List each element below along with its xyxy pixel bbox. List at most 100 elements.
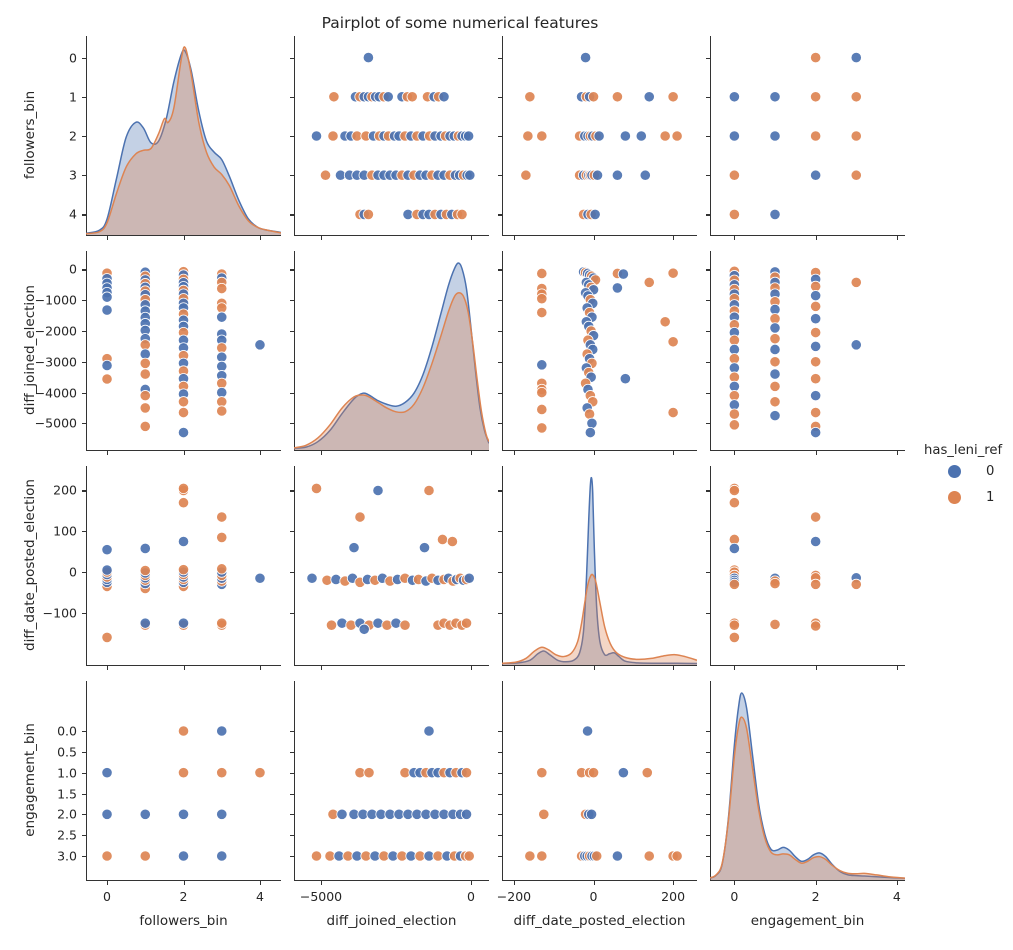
scatter-point (635, 130, 647, 142)
legend-entry-0[interactable]: 0 (948, 458, 1002, 484)
x-tick (673, 881, 675, 885)
scatter-point (850, 51, 862, 64)
scatter-point (587, 767, 600, 779)
kde-line-1 (710, 716, 905, 879)
y-tick (706, 136, 710, 138)
scatter-point (336, 808, 348, 820)
scatter-point (101, 304, 113, 316)
scatter-point (728, 484, 740, 497)
scatter-point (671, 130, 683, 142)
y-tick (82, 300, 86, 302)
x-tick (107, 666, 109, 670)
y-tick (82, 214, 86, 216)
y-tick-label: −100 (42, 605, 77, 621)
x-tick-label: −5000 (299, 889, 343, 904)
scatter-plot (728, 265, 862, 439)
y-tick (82, 572, 86, 574)
y-tick (290, 331, 294, 333)
scatter-point (306, 572, 318, 584)
y-tick (498, 612, 502, 615)
scatter-plot (536, 266, 679, 439)
page-title: Pairplot of some numerical features (321, 14, 599, 32)
scatter-point (536, 130, 548, 142)
scatter-point (362, 208, 375, 221)
scatter-point (769, 130, 781, 142)
scatter-point (769, 91, 781, 103)
scatter-point (667, 267, 679, 279)
x-tick (107, 881, 109, 885)
y-tick-label: 3.0 (57, 848, 77, 864)
axes-frame (86, 251, 281, 451)
y-tick-label: 3 (69, 167, 77, 183)
axes-frame (502, 681, 697, 881)
scatter-plot (524, 725, 683, 862)
scatter-point (327, 130, 339, 142)
scatter-point (810, 578, 822, 590)
y-tick (82, 490, 86, 492)
axes-frame (86, 681, 281, 881)
y-tick (82, 175, 86, 177)
scatter-plot (728, 482, 862, 644)
x-tick (107, 236, 109, 240)
y-tick (290, 772, 294, 774)
legend-entry-1[interactable]: 1 (948, 484, 1002, 510)
scatter-point (536, 422, 548, 434)
kde-plot (86, 46, 281, 236)
scatter-point (101, 291, 113, 303)
x-tick (321, 236, 323, 240)
scatter-point (536, 293, 548, 305)
scatter-point (216, 808, 228, 820)
scatter-point (769, 380, 781, 392)
x-tick (471, 236, 473, 240)
y-axis-label: followers_bin (22, 90, 38, 180)
y-tick (290, 490, 294, 492)
scatter-point (325, 619, 338, 631)
scatter-point (348, 542, 360, 554)
scatter-point (769, 333, 781, 345)
x-tick (815, 881, 817, 885)
y-tick (498, 392, 502, 394)
x-tick-label: 2 (811, 889, 820, 904)
y-tick (82, 361, 86, 363)
y-tick (498, 856, 502, 858)
scatter-point (177, 535, 190, 548)
x-tick (673, 236, 675, 240)
scatter-point (363, 767, 375, 779)
scatter-point (728, 542, 740, 555)
scatter-point (769, 356, 781, 368)
y-tick-label: −3000 (34, 354, 77, 370)
scatter-point (850, 91, 862, 103)
kde-plot (294, 262, 489, 450)
scatter-point (810, 51, 822, 64)
scatter-point (643, 276, 655, 288)
y-tick-label: −5000 (34, 415, 77, 431)
scatter-point (463, 130, 475, 142)
scatter-point (536, 767, 548, 779)
y-tick (706, 731, 710, 733)
x-tick (734, 666, 736, 670)
kde-fill-1 (502, 574, 697, 665)
x-tick (896, 881, 898, 885)
scatter-point (177, 850, 190, 862)
x-tick-label: −200 (496, 889, 532, 904)
scatter-plot (101, 482, 266, 644)
x-tick (471, 451, 473, 455)
y-tick (290, 361, 294, 363)
y-tick (82, 392, 86, 394)
scatter-point (810, 290, 822, 302)
scatter-point (460, 767, 473, 779)
x-tick (107, 451, 109, 455)
scatter-point (619, 130, 631, 142)
scatter-point (583, 408, 596, 420)
scatter-point (611, 169, 624, 181)
y-tick (706, 612, 710, 615)
scatter-point (643, 850, 655, 862)
scatter-point (216, 531, 228, 544)
x-tick (321, 881, 323, 885)
y-tick (706, 751, 710, 753)
scatter-point (769, 322, 781, 334)
y-tick (498, 96, 502, 98)
x-tick (513, 451, 516, 455)
y-tick (290, 175, 294, 177)
y-tick (498, 361, 502, 363)
